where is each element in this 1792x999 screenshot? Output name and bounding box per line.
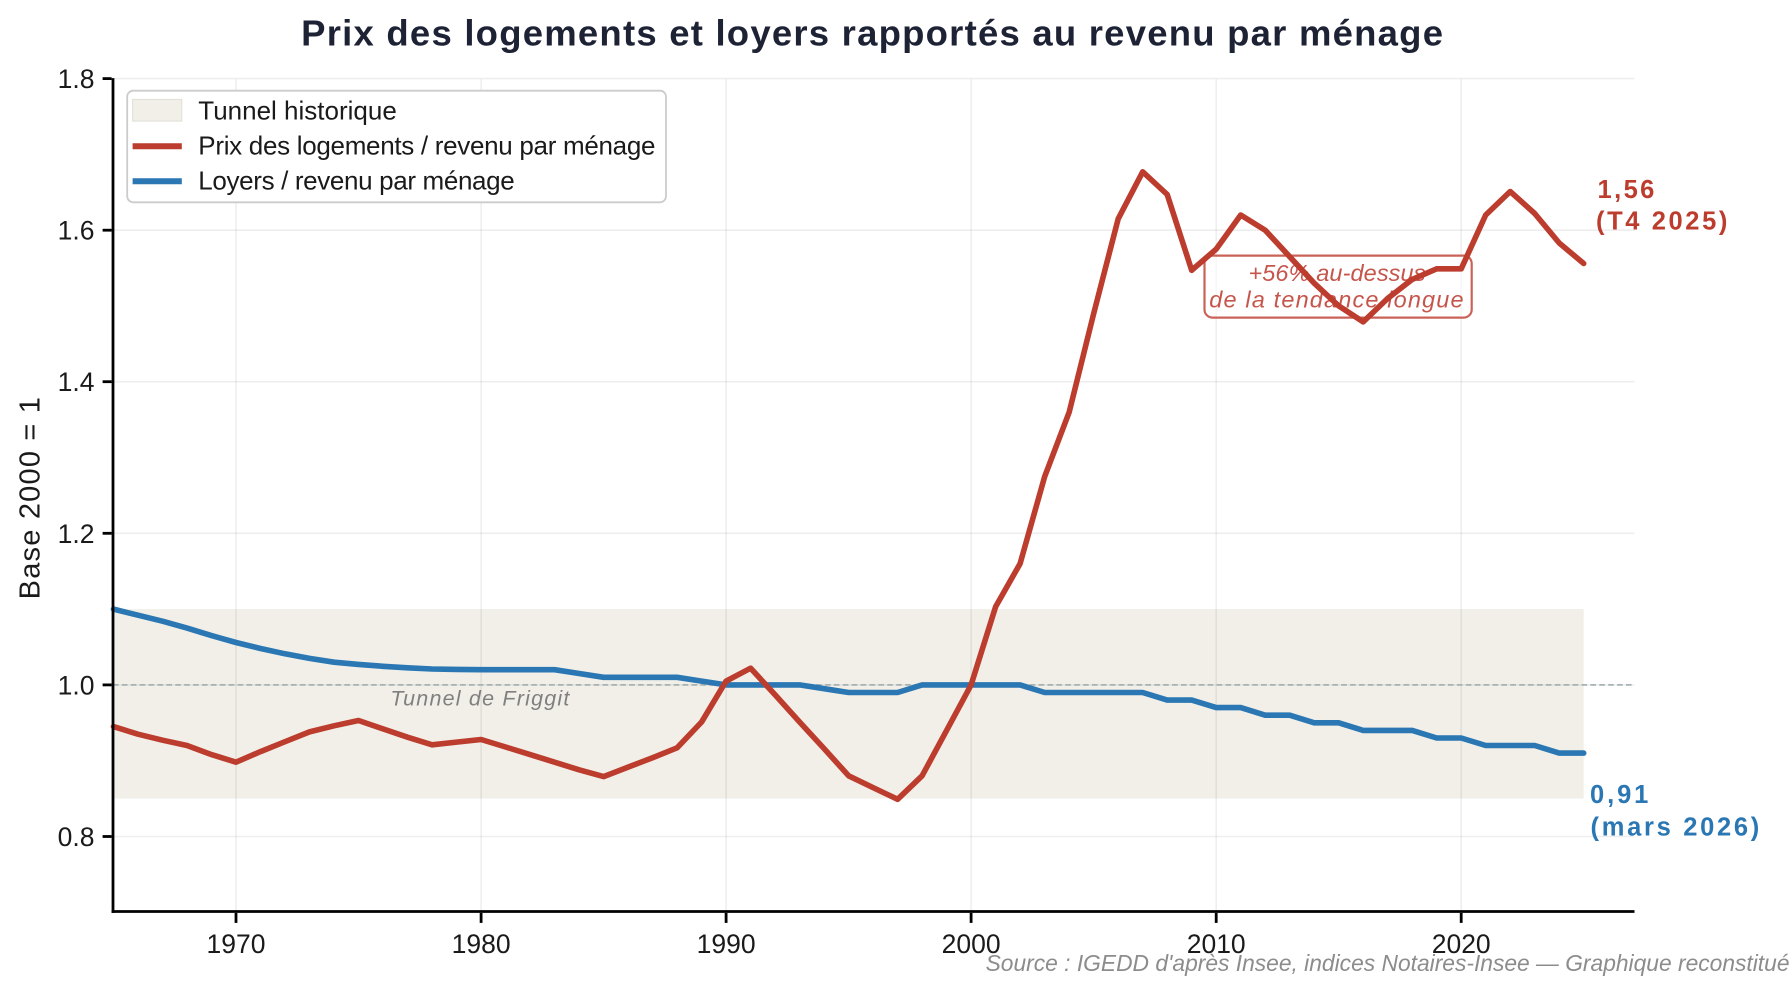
svg-text:1970: 1970 <box>207 929 266 959</box>
svg-text:1.4: 1.4 <box>58 367 95 397</box>
svg-text:2010: 2010 <box>1187 929 1246 959</box>
svg-text:1990: 1990 <box>697 929 756 959</box>
svg-text:Tunnel de Friggit: Tunnel de Friggit <box>390 687 570 711</box>
svg-text:Prix des logements / revenu pa: Prix des logements / revenu par ménage <box>198 131 655 161</box>
svg-text:1.0: 1.0 <box>58 670 95 700</box>
svg-text:Tunnel historique: Tunnel historique <box>198 96 396 126</box>
svg-text:Base 2000 = 1: Base 2000 = 1 <box>14 396 46 599</box>
svg-text:2020: 2020 <box>1432 929 1491 959</box>
svg-text:1.8: 1.8 <box>58 64 95 94</box>
svg-text:Prix des logements et loyers r: Prix des logements et loyers rapportés a… <box>301 13 1444 54</box>
svg-text:1.6: 1.6 <box>58 216 95 246</box>
svg-text:(T4 2025): (T4 2025) <box>1596 207 1730 235</box>
svg-text:1980: 1980 <box>452 929 511 959</box>
svg-text:Source : IGEDD d'après Insee,: Source : IGEDD d'après Insee, indices No… <box>986 950 1790 976</box>
svg-text:1.2: 1.2 <box>58 519 95 549</box>
svg-text:2000: 2000 <box>942 929 1001 959</box>
svg-text:+56% au-dessus: +56% au-dessus <box>1248 260 1425 286</box>
svg-text:Loyers / revenu par ménage: Loyers / revenu par ménage <box>198 166 514 196</box>
svg-text:1,56: 1,56 <box>1598 176 1657 204</box>
svg-text:0,91: 0,91 <box>1590 781 1651 809</box>
svg-text:0.8: 0.8 <box>58 822 95 852</box>
svg-text:de la tendance longue: de la tendance longue <box>1209 287 1464 313</box>
svg-text:(mars 2026): (mars 2026) <box>1591 813 1762 841</box>
